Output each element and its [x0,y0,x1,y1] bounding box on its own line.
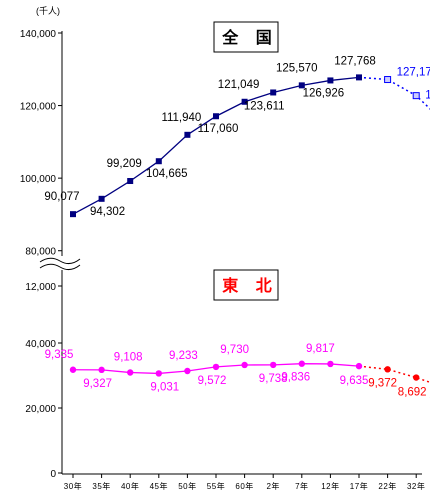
data-label-zenkoku: 123,611 [244,100,285,112]
data-label-tohoku: 9,635 [340,375,369,387]
title-box-zenkoku: 全 国 [213,21,279,53]
data-point-zenkoku [270,89,277,96]
x-tick-label: 12年 [321,481,339,491]
data-point-zenkoku [70,211,76,218]
data-label-zenkoku: 104,665 [146,168,188,180]
x-tick-label: 7年 [295,481,308,491]
data-point-zenkoku [356,74,362,81]
data-point-tohoku [155,370,162,377]
data-label-tohoku: 9,572 [198,375,227,387]
data-point-zenkoku [155,158,162,165]
data-label-tohoku: 9,327 [83,378,112,390]
x-tick-label: 50年 [178,481,196,491]
data-label-tohoku-projection: 8,692 [398,387,427,399]
data-label-tohoku: 9,335 [45,349,74,361]
y-tick-label: 40,000 [25,339,56,350]
data-label-zenkoku: 90,077 [44,191,79,203]
data-label-zenkoku: 117,060 [198,123,239,135]
x-tick-label: 32年 [407,481,425,491]
axes: 140,000 120,000 100,000 80,000 12,000 40,000 2… [20,29,425,491]
data-label-tohoku: 9,108 [114,352,143,364]
x-tick-label: 40年 [121,481,139,491]
axis-break-mark [39,263,81,271]
data-label-tohoku: 9,031 [150,381,179,393]
data-point-tohoku-projection [384,366,391,373]
title-box-tohoku-frame [213,269,279,301]
axis-break-mark [39,257,81,265]
unit-label: (千人) [36,6,60,16]
title-box-tohoku: 東 北 [213,269,279,301]
data-point-tohoku [184,367,191,375]
x-tick-label: 17年 [350,481,368,491]
x-tick-label: 22年 [378,481,396,491]
x-tick-label: 55年 [207,481,225,491]
data-label-tohoku: 9,233 [169,350,198,362]
y-tick-label: 100,000 [20,174,57,185]
data-label-zenkoku: 99,209 [107,158,142,170]
y-tick-label: 20,000 [25,404,56,415]
x-tick-label: 2年 [266,481,279,491]
data-point-zenkoku [98,195,105,202]
data-point-tohoku [241,361,248,369]
panel-title-tohoku: 東 北 [222,276,278,295]
data-point-zenkoku-projection [384,76,392,84]
panel-title-zenkoku: 全 国 [221,28,278,47]
data-point-tohoku [212,363,220,371]
x-tick-label: 45年 [150,481,168,491]
data-point-zenkoku [127,178,134,185]
data-point-zenkoku [327,77,334,84]
data-point-tohoku [327,360,334,368]
x-tick-label: 30年 [64,481,82,491]
data-point-tohoku [355,362,363,370]
data-label-zenkoku: 111,940 [161,112,201,124]
data-label-tohoku: 9,730 [220,344,249,356]
data-label-zenkoku: 94,302 [90,206,125,218]
data-label-zenkoku-projection: 127,176 [397,67,430,79]
data-point-tohoku-projection [413,374,420,381]
data-point-tohoku [298,360,305,367]
title-box-zenkoku-frame [213,21,279,53]
data-point-tohoku [127,369,134,376]
data-point-zenkoku [213,113,219,120]
x-tick-label: 35年 [92,481,110,491]
data-point-tohoku [69,366,77,373]
data-label-zenkoku-projection: 122,735 [425,90,430,102]
data-label-tohoku: 9,738 [259,373,288,385]
data-point-zenkoku [241,98,248,105]
data-label-zenkoku: 126,926 [303,87,345,99]
data-label-tohoku: 9,817 [306,343,335,355]
data-label-zenkoku: 127,768 [334,55,376,67]
data-point-tohoku [98,366,105,374]
data-label-tohoku: 9,836 [281,372,310,384]
data-point-zenkoku [298,82,305,89]
y-tick-label: 140,000 [20,29,57,40]
data-point-zenkoku [184,131,191,138]
y-tick-label: 0 [50,469,56,480]
data-label-tohoku-projection: 9,372 [368,377,397,389]
y-tick-label: 12,000 [25,282,56,293]
data-label-zenkoku: 121,049 [218,79,260,91]
data-point-tohoku [270,361,277,369]
data-point-zenkoku-projection [412,92,420,100]
data-label-zenkoku: 125,570 [276,62,318,74]
series-line-zenkoku-projection [358,76,430,110]
y-tick-label: 80,000 [25,247,56,258]
y-tick-label: 120,000 [20,102,57,113]
x-tick-label: 60年 [235,481,253,491]
